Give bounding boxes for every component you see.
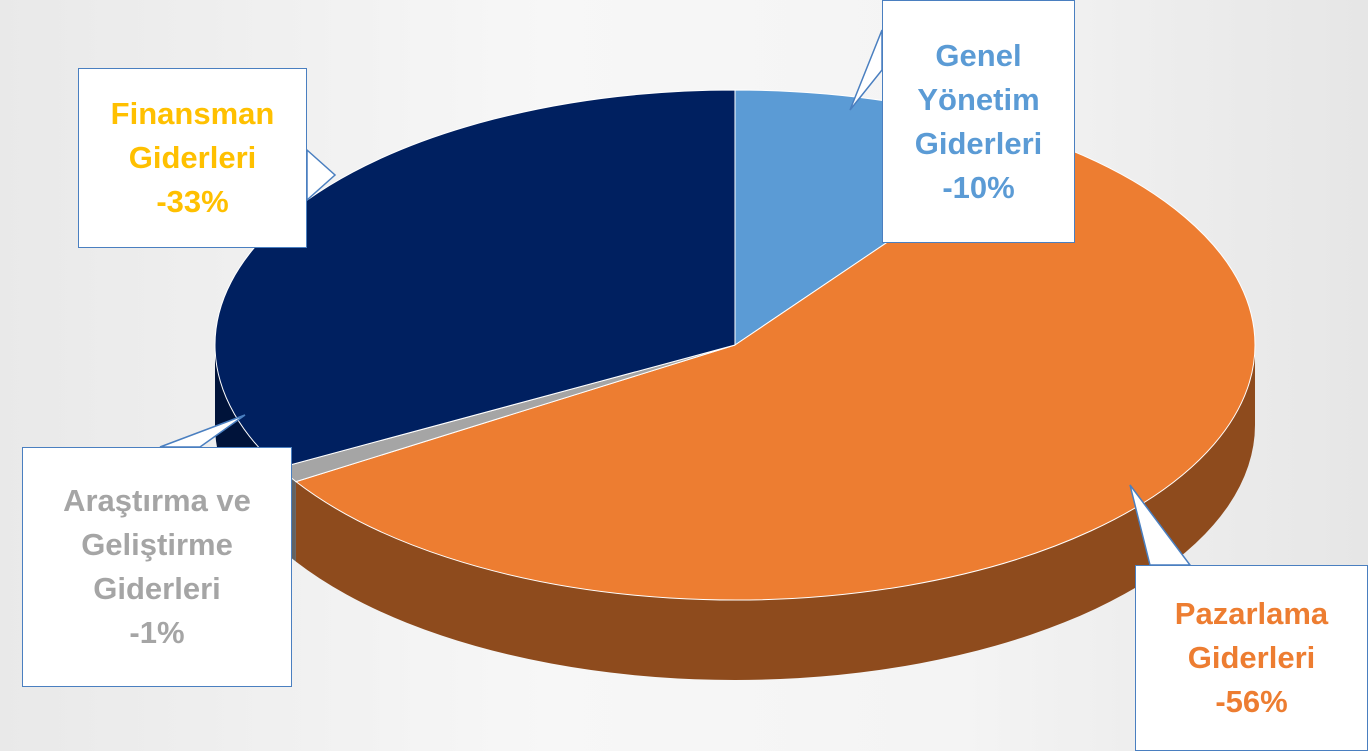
value-label: -1% (129, 615, 185, 650)
category-label: Araştırma ve Geliştirme Giderleri (63, 483, 251, 606)
data-label: Finansman Giderleri -33% (78, 68, 307, 248)
value-label: -33% (156, 184, 229, 219)
category-label: Genel Yönetim Giderleri (914, 37, 1043, 161)
slice-side (295, 345, 1256, 680)
callout-pointer (306, 148, 337, 202)
value-label: -56% (1215, 684, 1288, 719)
data-label: Genel Yönetim Giderleri -10% (882, 0, 1075, 243)
data-label: Pazarlama Giderleri -56% (1135, 565, 1368, 751)
slice (294, 138, 1256, 601)
value-label: -10% (942, 169, 1015, 205)
category-label: Pazarlama Giderleri (1174, 596, 1329, 675)
category-label: Finansman Giderleri (110, 96, 275, 175)
data-label: Araştırma ve Geliştirme Giderleri -1% (22, 447, 292, 687)
